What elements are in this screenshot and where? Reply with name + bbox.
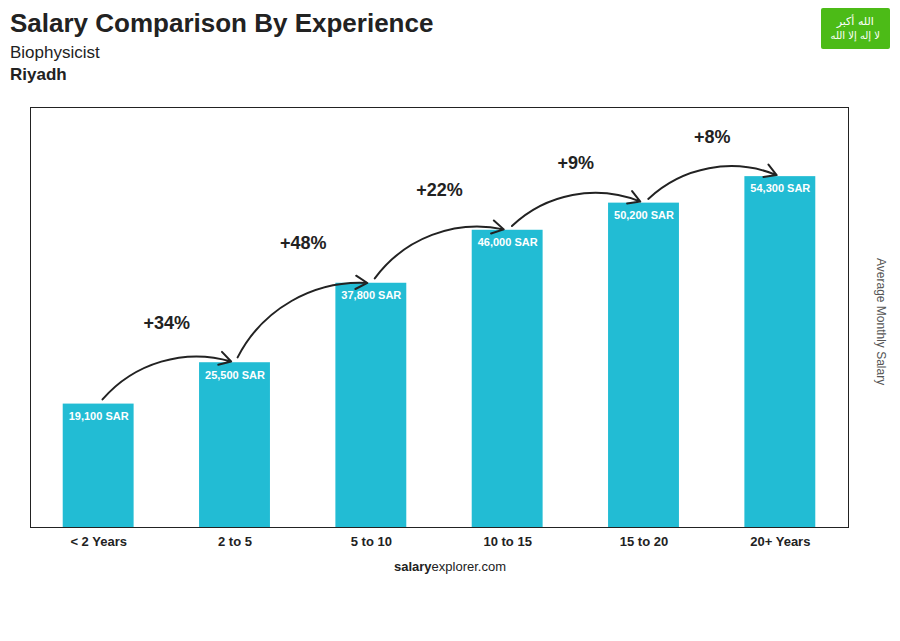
svg-text:46,000 SAR: 46,000 SAR bbox=[478, 236, 538, 248]
svg-text:+34%: +34% bbox=[144, 313, 191, 333]
svg-text:5 to 10: 5 to 10 bbox=[351, 534, 392, 549]
html-text:Biophysicist: Biophysicist bbox=[10, 43, 100, 62]
svg-text:15 to 20: 15 to 20 bbox=[620, 534, 668, 549]
svg-text:< 2 Years: < 2 Years bbox=[70, 534, 127, 549]
svg-text:19,100 SAR: 19,100 SAR bbox=[69, 410, 129, 422]
svg-text:54,300 SAR: 54,300 SAR bbox=[750, 182, 810, 194]
svg-text:25,500 SAR: 25,500 SAR bbox=[205, 369, 265, 381]
svg-text:+8%: +8% bbox=[694, 127, 731, 147]
svg-text:2 to 5: 2 to 5 bbox=[218, 534, 252, 549]
svg-text:10 to 15: 10 to 15 bbox=[483, 534, 531, 549]
svg-text:20+ Years: 20+ Years bbox=[750, 534, 810, 549]
svg-text:+48%: +48% bbox=[280, 233, 327, 253]
html-text:Riyadh: Riyadh bbox=[10, 65, 67, 84]
html-text:لا إله إلا الله: لا إله إلا الله bbox=[830, 30, 880, 42]
svg-text:+9%: +9% bbox=[558, 153, 595, 173]
svg-text:37,800 SAR: 37,800 SAR bbox=[341, 289, 401, 301]
svg-text:50,200 SAR: 50,200 SAR bbox=[614, 209, 674, 221]
svg-text:+22%: +22% bbox=[416, 180, 463, 200]
html-text:Salary Comparison By Experienc: Salary Comparison By Experience bbox=[10, 8, 434, 38]
html-text:Average Monthly Salary: Average Monthly Salary bbox=[874, 258, 888, 386]
html-text:الله أكبر: الله أكبر bbox=[836, 15, 874, 28]
html-text:salary explorer.com: salary explorer.com bbox=[394, 559, 506, 574]
